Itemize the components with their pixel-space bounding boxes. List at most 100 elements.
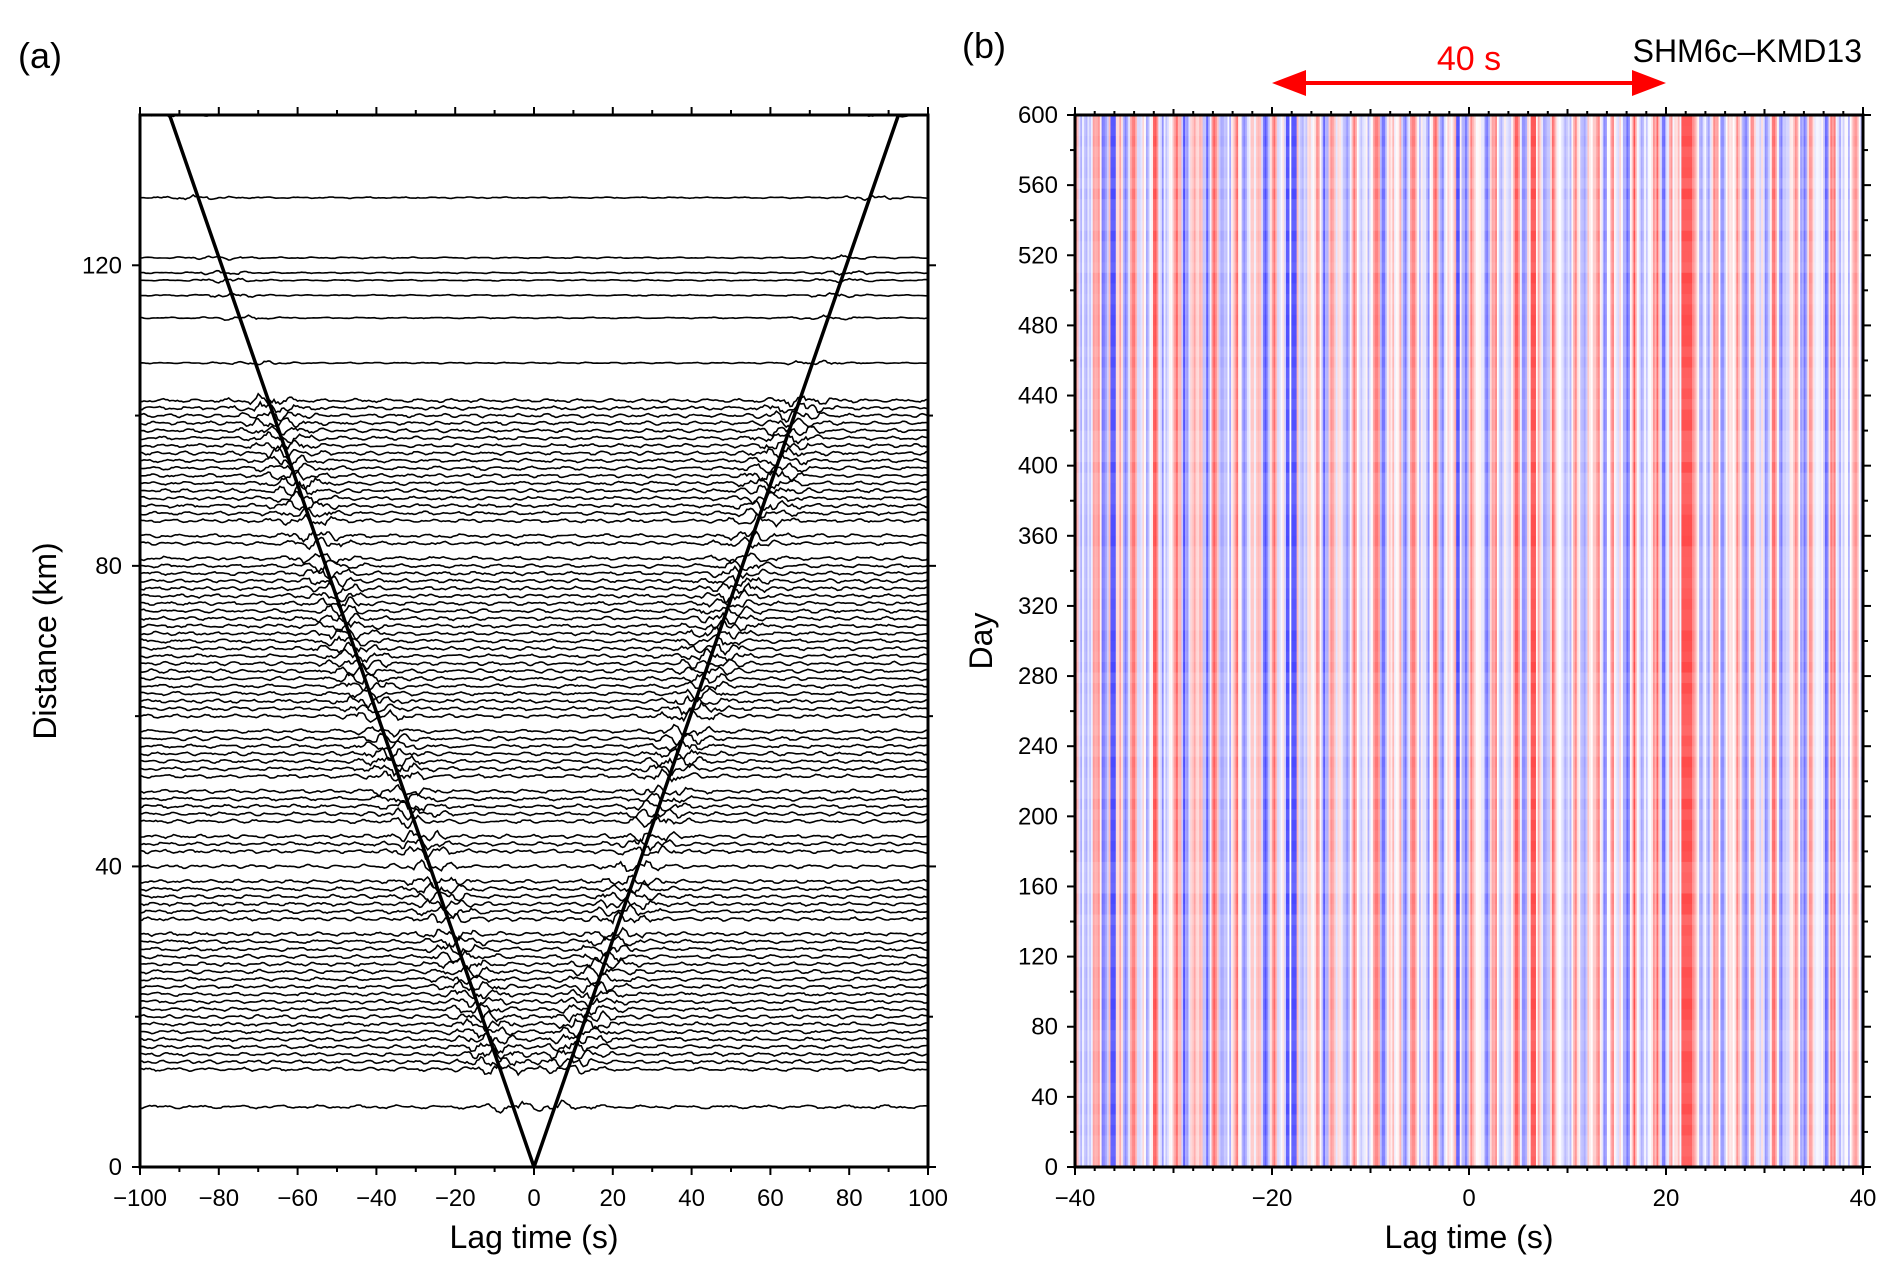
heatmap-stripe [1770,115,1773,1167]
heatmap-stripe [1848,115,1851,1167]
heatmap-stripe [1755,115,1759,1167]
panel-b-label: (b) [962,25,1006,66]
y-tick-label: 160 [1018,873,1058,900]
heatmap-stripe [1651,115,1654,1167]
heatmap-stripe [1332,115,1335,1167]
heatmap-row-texture [1075,567,1863,578]
heatmap-stripe [1576,115,1580,1167]
heatmap-row-texture [1075,988,1863,999]
y-tick-label: 240 [1018,733,1058,760]
heatmap-stripe [1750,115,1753,1167]
heatmap-stripe [1179,115,1182,1167]
heatmap-stripe [1360,115,1363,1167]
trace-line [140,903,928,920]
trace-line [140,799,928,812]
trace-line [140,254,928,261]
heatmap-stripe [1482,115,1486,1167]
heatmap-stripe [1291,115,1294,1167]
heatmap-stripe [1172,115,1175,1167]
heatmap-stripe [1713,115,1716,1167]
annotation-label: 40 s [1437,40,1501,78]
heatmap-row-texture [1075,672,1863,684]
heatmap-stripe [1649,115,1652,1167]
heatmap-stripe [1300,115,1303,1167]
trace-line [140,1047,928,1060]
heatmap-stripe [1574,115,1578,1167]
trace-line [140,512,928,528]
heatmap-stripe [1200,115,1204,1167]
heatmap-stripe [1732,115,1736,1167]
heatmap-stripe [1624,115,1627,1167]
heatmap-stripe [1511,115,1514,1167]
heatmap-row-texture [1075,872,1863,883]
heatmap-stripe [1229,115,1232,1167]
heatmap-row-texture [1075,315,1863,326]
trace-line [140,417,928,429]
heatmap-stripe [1734,115,1737,1167]
heatmap-row-texture [1075,273,1863,284]
heatmap-stripe [1339,115,1342,1167]
heatmap-stripe [1800,115,1803,1167]
heatmap-stripe [1858,115,1862,1167]
heatmap-stripe [1715,115,1718,1167]
heatmap-stripe [1222,115,1225,1167]
heatmap-stripe [1768,115,1771,1167]
heatmap-stripe [1502,115,1505,1167]
heatmap-stripe [1280,115,1284,1167]
heatmap-stripe [1413,115,1417,1167]
heatmap-stripe [1525,115,1528,1167]
heatmap-stripe [1231,115,1234,1167]
y-axis: 0 40 80 120 160 200 240 280 320 360 400 440 480 520 56… [1018,102,1871,1181]
heatmap-row-texture [1075,378,1863,389]
heatmap-stripe [1645,115,1649,1167]
heatmap-stripe [1227,115,1230,1167]
heatmap-row-texture [1075,136,1863,147]
heatmap-stripe [1746,115,1750,1167]
trace-line [140,972,928,986]
heatmap-stripe [1457,115,1461,1167]
heatmap-stripe [1463,115,1466,1167]
heatmap-stripe [1489,115,1493,1167]
heatmap-stripe [1828,115,1831,1167]
trace-line [140,881,928,896]
heatmap-row-texture [1075,619,1863,631]
trace-line [140,942,928,957]
trace-line [140,1056,928,1068]
heatmap-stripe [1321,115,1324,1167]
heatmap-stripe [1766,115,1769,1167]
heatmap-stripe [1849,115,1853,1167]
trace-line [140,837,928,853]
x-axis: −40 −20 0 20 40 [1055,107,1876,1212]
heatmap-stripe [1826,115,1830,1167]
trace-line [140,452,928,467]
heatmap-stripe [1317,115,1321,1167]
trace-line [140,596,928,609]
heatmap-stripe [1447,115,1450,1167]
x-tick-label: 100 [908,1185,948,1212]
heatmap-stripe [1663,115,1667,1167]
heatmap-stripe [1812,115,1815,1167]
heatmap-stripe [1160,115,1163,1167]
heatmap-stripe [1106,115,1110,1167]
trace-group [140,115,928,1114]
heatmap-stripe [1168,115,1172,1167]
heatmap-stripe [1259,115,1262,1167]
heatmap-stripe [1762,115,1766,1167]
heatmap-stripe [1456,115,1459,1167]
heatmap-stripe [1814,115,1817,1167]
heatmap-row-texture [1075,799,1863,810]
y-tick-label: 520 [1018,242,1058,269]
heatmap-row-texture [1075,967,1863,978]
heatmap-stripe [1555,115,1558,1167]
trace-line [140,988,928,1002]
heatmap-stripe [1399,115,1402,1167]
heatmap-row-texture [1075,1051,1863,1062]
heatmap-stripe [1098,115,1101,1167]
heatmap-stripe [1124,115,1128,1167]
heatmap-stripe [1378,115,1381,1167]
heatmap-stripe [1596,115,1599,1167]
heatmap-stripe [1309,115,1312,1167]
heatmap-stripe [1692,115,1695,1167]
heatmap-stripe [1729,115,1732,1167]
heatmap-row-texture [1075,630,1863,641]
